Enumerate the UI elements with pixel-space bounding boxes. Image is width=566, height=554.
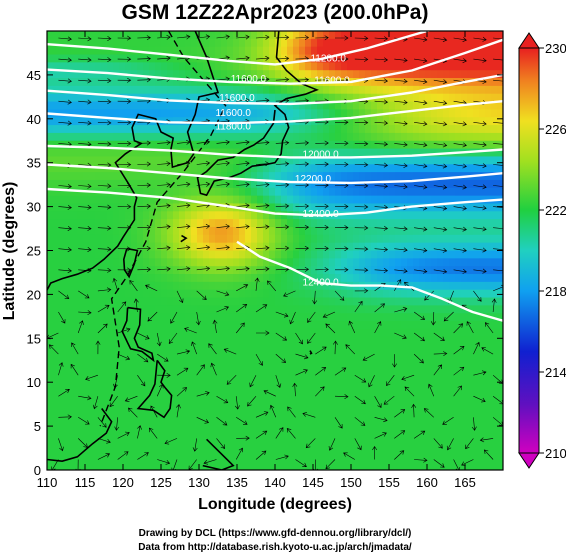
- contour-label-5: 11800.0: [215, 121, 251, 132]
- height-contours: [47, 31, 503, 322]
- colorbar-tick-label-1: 214: [545, 365, 566, 380]
- contour-label-2: 11600.0: [314, 76, 350, 87]
- coastline-6: [180, 234, 188, 243]
- plot-area: 11200.0 11600.0 11600.0 11600.0 11600.0 11800…: [47, 31, 503, 470]
- contour-label-6: 12000.0: [303, 149, 340, 160]
- x-tick-label-8: 150: [340, 475, 362, 490]
- coastline-8: [309, 350, 313, 355]
- colorbar-gradient: [518, 47, 540, 454]
- contour-line-3: [47, 100, 503, 125]
- contour-labels: 11200.0 11600.0 11600.0 11600.0 11600.0 11800…: [215, 54, 350, 289]
- x-tick-label-0: 110: [37, 475, 58, 490]
- colorbar-tick-label-3: 222: [545, 203, 566, 218]
- contour-line-7: [236, 240, 503, 322]
- colorbar-tick-label-5: 230: [545, 41, 566, 56]
- y-tick-label-9: 45: [27, 68, 41, 83]
- coastlines: [47, 31, 319, 470]
- coastline-2: [122, 247, 139, 279]
- colorbar-top-triangle: [518, 32, 540, 49]
- coastline-4: [136, 359, 173, 419]
- contour-label-9: 12400.0: [303, 278, 340, 289]
- y-tick-label-6: 30: [27, 200, 41, 215]
- y-tick-label-4: 20: [27, 287, 41, 302]
- x-tick-label-7: 145: [302, 475, 324, 490]
- colorbar-ticks: 210 214 218 222 226 230: [539, 41, 566, 461]
- chart-title: GSM 12Z22Apr2023 (200.0hPa): [122, 1, 429, 24]
- boundary-line: [99, 31, 227, 427]
- colorbar-bottom-triangle: [518, 452, 540, 469]
- contour-line-0: [47, 31, 432, 66]
- coastline-3: [121, 306, 155, 363]
- y-axis-ticks: 0 5 10 15 20 25 30 35 40 45: [27, 68, 503, 478]
- x-tick-label-11: 165: [454, 475, 476, 490]
- contour-line-6: [47, 187, 503, 217]
- contour-line-5: [47, 163, 503, 185]
- coastline-5: [47, 408, 113, 463]
- x-axis-label: Longitude (degrees): [198, 496, 352, 513]
- contour-label-4: 11600.0: [215, 108, 251, 119]
- x-tick-label-10: 160: [416, 475, 438, 490]
- x-tick-label-6: 140: [264, 475, 286, 490]
- colorbar-tick-label-0: 210: [545, 446, 566, 461]
- x-tick-label-5: 135: [226, 475, 248, 490]
- y-tick-label-2: 10: [27, 375, 41, 390]
- contour-label-7: 12200.0: [295, 174, 332, 185]
- contour-label-3: 11600.0: [219, 93, 255, 104]
- credit-line-2: Data from http://database.rish.kyoto-u.a…: [138, 542, 412, 553]
- colorbar-tick-label-4: 226: [545, 122, 566, 137]
- coastline-1: [47, 31, 220, 291]
- y-tick-label-0: 0: [34, 463, 41, 478]
- contour-label-0: 11200.0: [310, 54, 346, 65]
- colorbar-tick-label-2: 218: [545, 284, 566, 299]
- x-tick-label-4: 130: [188, 475, 210, 490]
- contour-line-1: [47, 38, 503, 85]
- contour-line-2: [47, 73, 503, 106]
- x-tick-label-3: 125: [150, 475, 172, 490]
- y-tick-label-1: 5: [34, 419, 41, 434]
- coastline-7: [202, 438, 235, 470]
- x-tick-label-9: 155: [378, 475, 400, 490]
- y-tick-label-5: 25: [27, 244, 41, 259]
- contour-line-4: [47, 144, 503, 159]
- x-tick-label-1: 115: [75, 475, 96, 490]
- y-tick-label-7: 35: [27, 156, 41, 171]
- y-tick-label-3: 15: [27, 331, 41, 346]
- contour-label-1: 11600.0: [231, 74, 267, 85]
- credit-line-1: Drawing by DCL (https://www.gfd-dennou.o…: [139, 528, 412, 539]
- y-axis-label: Latitude (degrees): [1, 182, 18, 321]
- x-tick-label-2: 120: [112, 475, 134, 490]
- colorbar: 210 214 218 222 226 230: [518, 32, 566, 469]
- x-axis-ticks: 110 115 120 125 130 135 140 145 150 155 160 165: [37, 31, 476, 490]
- y-tick-label-8: 40: [27, 112, 41, 127]
- contour-label-8: 12400.0: [303, 209, 340, 220]
